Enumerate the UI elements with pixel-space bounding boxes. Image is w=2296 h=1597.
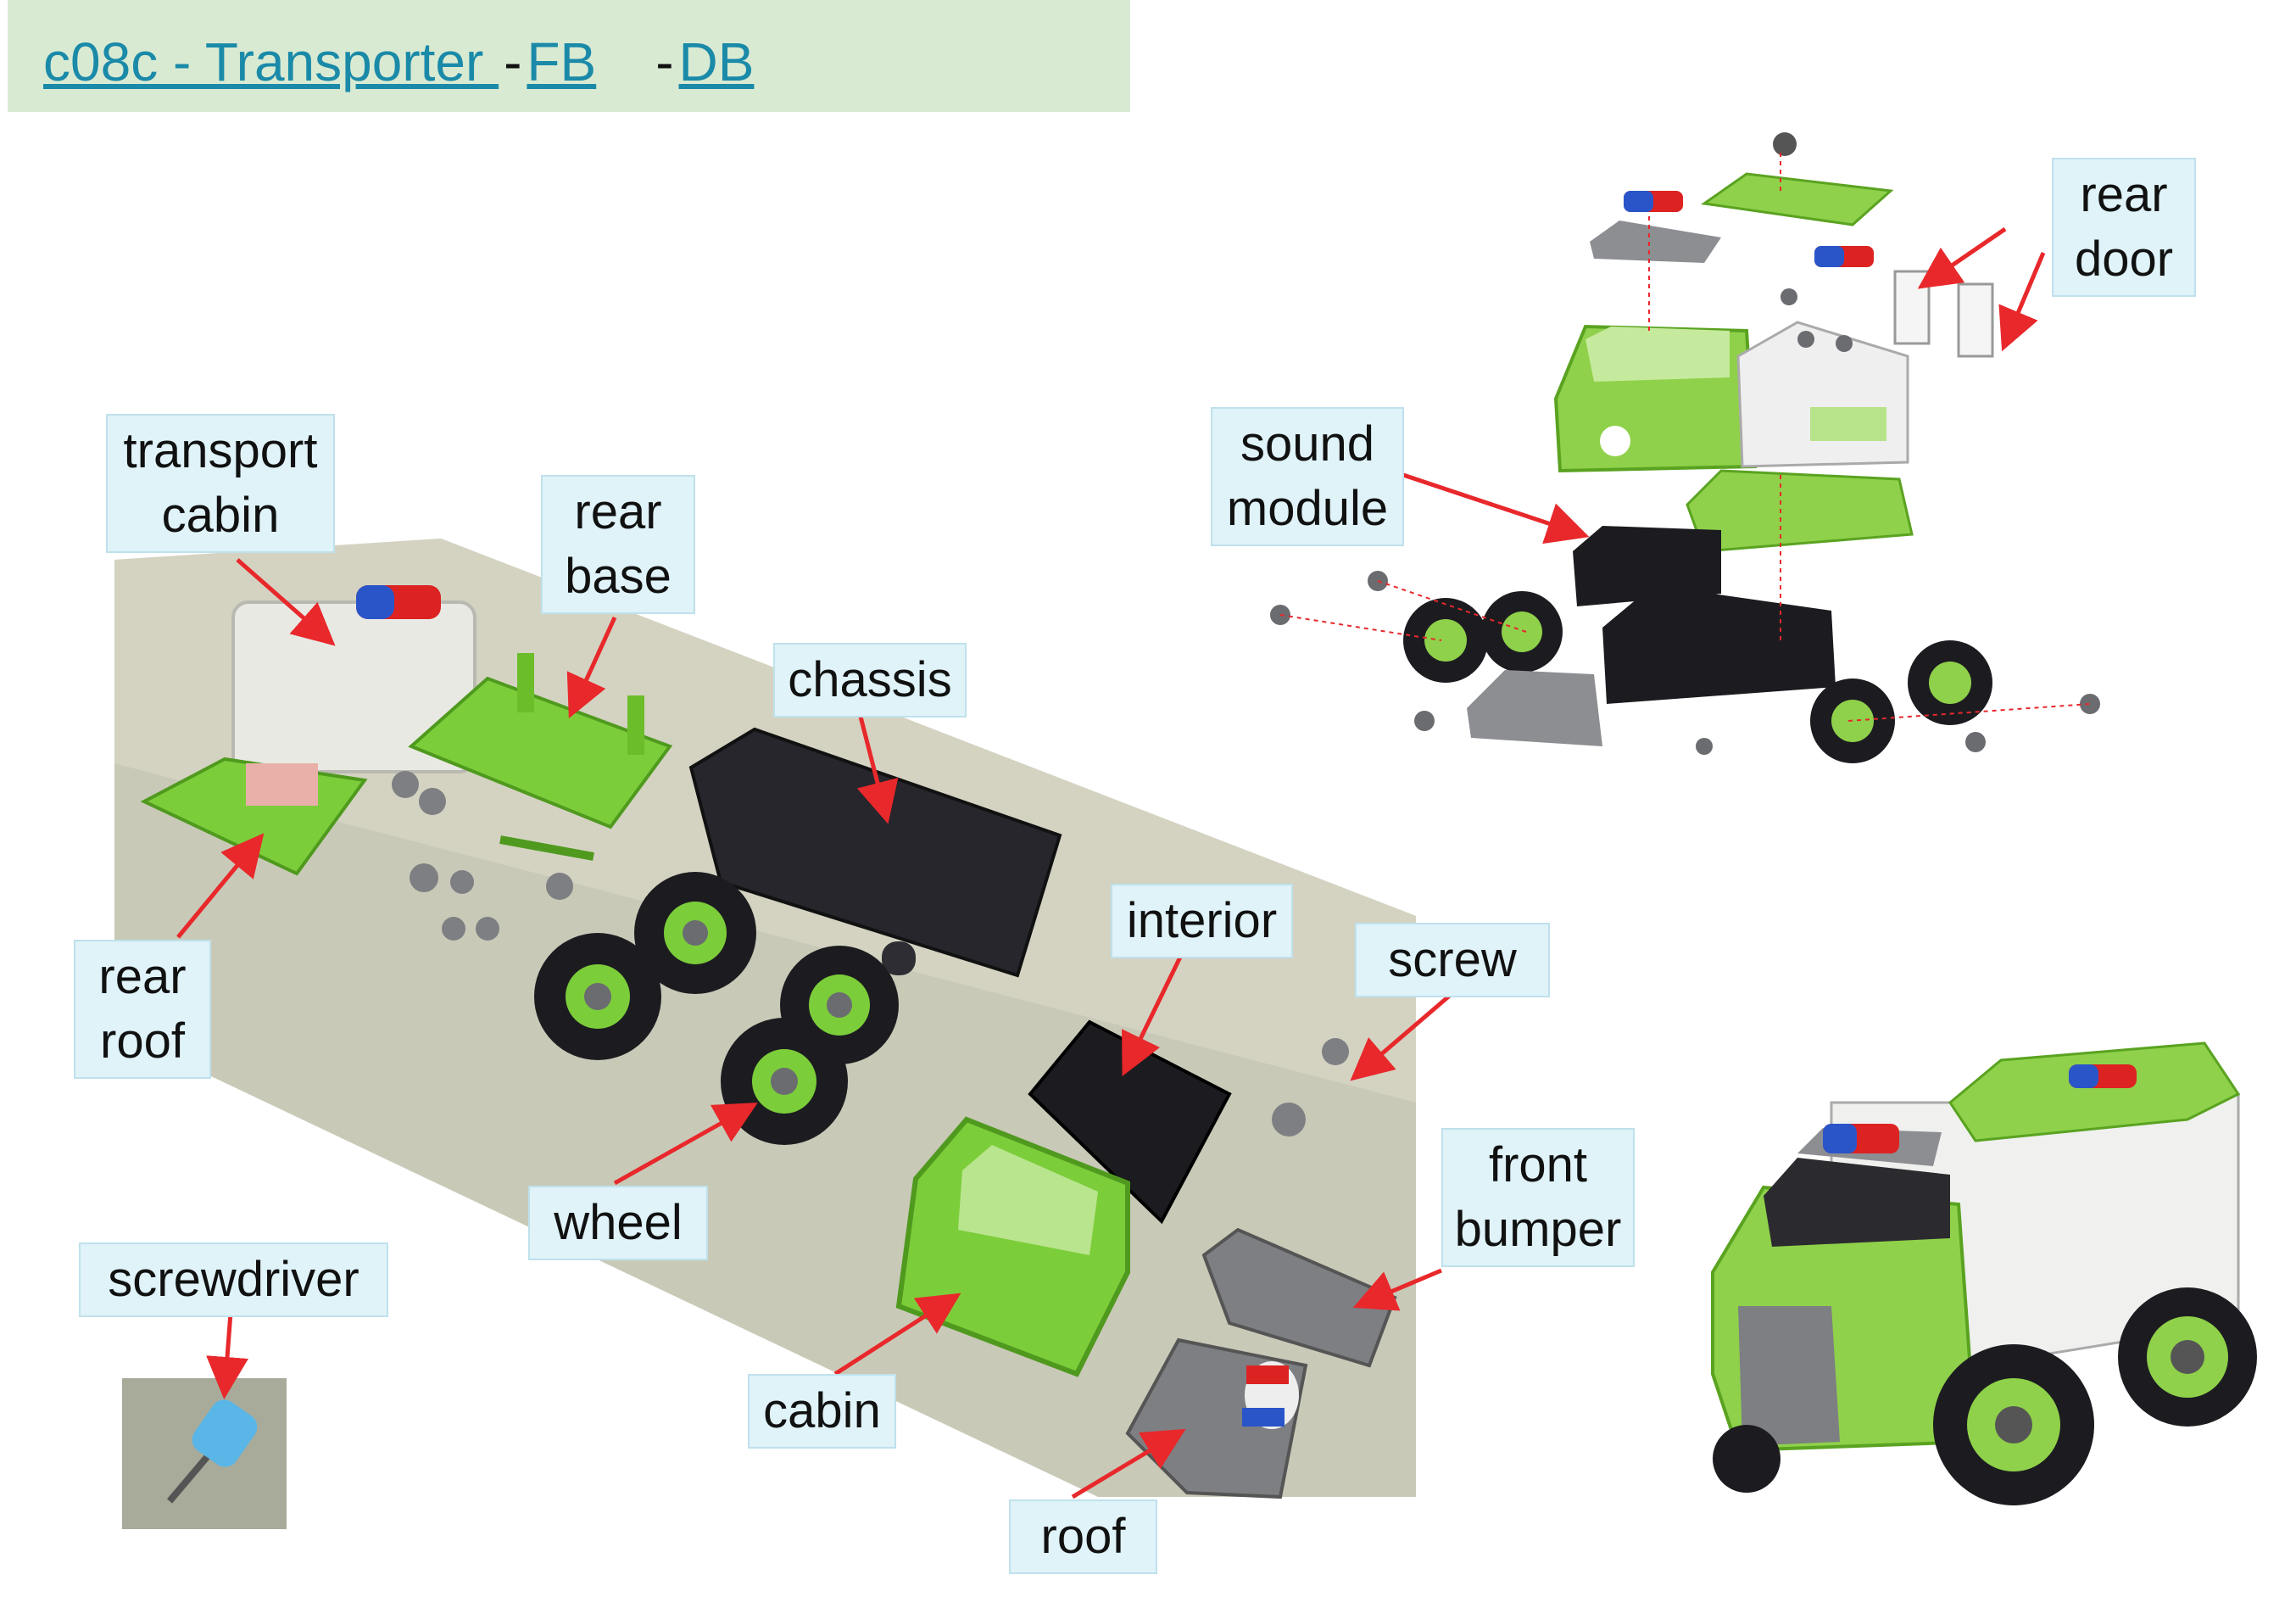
label-chassis: chassis <box>773 643 967 718</box>
exploded-cabin <box>1553 324 1758 473</box>
arrow-cabin <box>833 1293 961 1376</box>
arrow-rear-door-right <box>1998 252 2046 352</box>
exploded-front-bumper <box>1467 670 1602 746</box>
label-interior: interior <box>1111 884 1293 958</box>
exploded-screws <box>1270 288 2100 755</box>
label-roof: roof <box>1009 1499 1157 1574</box>
arrow-rear-base <box>566 616 617 719</box>
label-rear-roof: rear roof <box>74 940 211 1079</box>
arrow-front-bumper <box>1352 1268 1442 1311</box>
arrow-rear-door-left <box>1917 226 2007 289</box>
truck-windshield <box>1764 1158 1950 1247</box>
arrow-sound-module <box>1402 472 1590 544</box>
exploded-sound-module <box>1573 526 1721 606</box>
label-sound-module: sound module <box>1211 407 1404 546</box>
exploded-transport-cabin <box>1736 321 1909 468</box>
truck-wheels <box>1713 1287 2257 1505</box>
header-line: c08c - Transporter -FB -DB <box>43 31 754 93</box>
label-cabin: cabin <box>748 1374 896 1449</box>
db-link[interactable]: DB <box>678 31 755 92</box>
arrow-interior <box>1122 941 1190 1076</box>
exploded-chassis <box>1602 585 1836 704</box>
arrow-screwdriver <box>206 1312 248 1399</box>
rear-base-part <box>408 653 673 861</box>
arrow-transport-cabin <box>236 558 336 646</box>
label-front-bumper: front bumper <box>1441 1128 1635 1267</box>
arrow-chassis <box>856 716 899 824</box>
front-bumper-part <box>1201 1227 1397 1368</box>
label-wheel: wheel <box>528 1186 708 1260</box>
header-separator-1: - <box>504 31 522 92</box>
loose-screws <box>392 771 1349 1136</box>
chassis-part <box>688 727 1062 978</box>
arrow-screw <box>1350 992 1453 1081</box>
title-link[interactable]: c08c - Transporter <box>43 31 499 92</box>
label-transport-cabin: transport cabin <box>106 414 335 553</box>
arrow-wheel <box>613 1103 758 1186</box>
label-screwdriver: screwdriver <box>79 1242 388 1317</box>
truck-grille <box>1738 1306 1840 1446</box>
exploded-rear-roof <box>1701 172 1894 226</box>
header-bar: c08c - Transporter -FB -DB <box>8 0 1130 112</box>
fb-link[interactable]: FB <box>527 31 597 92</box>
truck-box-roof <box>1948 1041 2241 1142</box>
header-separator-2: - <box>655 31 674 92</box>
arrow-rear-roof <box>176 833 265 939</box>
label-rear-door: rear door <box>2052 158 2196 297</box>
label-rear-base: rear base <box>541 475 695 614</box>
label-screw: screw <box>1355 923 1550 997</box>
arrow-roof <box>1071 1428 1186 1499</box>
exploded-roof <box>1590 221 1721 263</box>
